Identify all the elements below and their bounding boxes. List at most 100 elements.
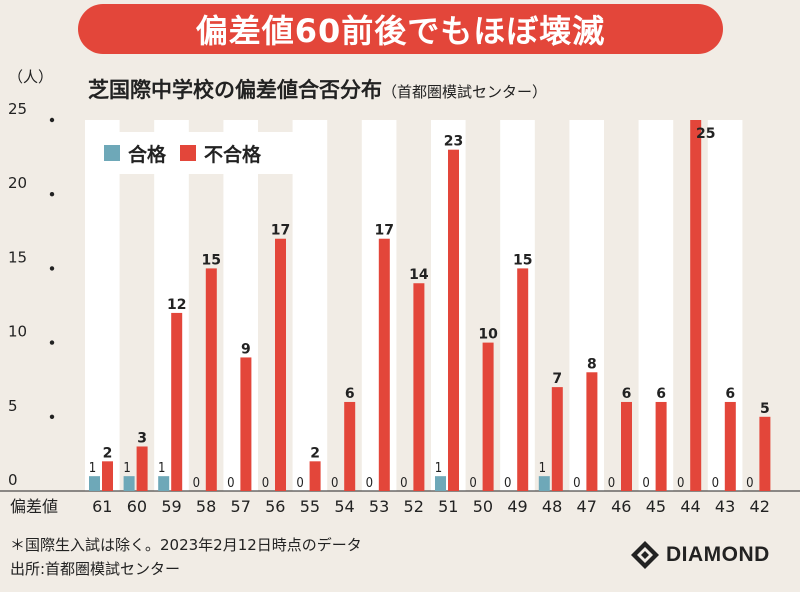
x-tick-label: 56	[265, 497, 285, 516]
data-label-fail: 17	[271, 223, 290, 239]
x-tick-label: 55	[300, 497, 320, 516]
bar-fail	[275, 238, 286, 491]
data-label-fail: 6	[345, 386, 355, 402]
diamond-logo-icon	[631, 541, 659, 569]
x-tick-label: 58	[196, 497, 216, 516]
data-label-fail: 6	[725, 386, 735, 402]
bar-fail	[102, 461, 113, 491]
data-label-fail: 7	[552, 371, 562, 387]
bar-fail	[517, 268, 529, 491]
data-label-pass: 0	[227, 476, 234, 491]
chart-title-main: 芝国際中学校の偏差値合否分布	[88, 78, 382, 102]
x-tick-label: 54	[334, 497, 354, 516]
column-stripe	[85, 120, 120, 491]
data-label-fail: 9	[241, 341, 251, 357]
x-tick-label: 47	[577, 497, 597, 516]
y-tick-label: 15	[8, 248, 27, 266]
data-label-pass: 0	[746, 476, 753, 491]
y-tick-label: 20	[8, 174, 27, 192]
x-tick-label: 59	[161, 497, 181, 516]
x-tick-label: 53	[369, 497, 389, 516]
footnote: ＊国際生入試は除く。2023年2月12日時点のデータ	[10, 536, 362, 554]
data-label-fail: 23	[444, 134, 463, 150]
bar-fail	[378, 238, 390, 491]
bar-fail	[586, 372, 598, 491]
legend-label-pass: 合格	[128, 143, 167, 166]
y-tick-label: 0	[8, 471, 18, 489]
data-label-pass: 0	[193, 476, 200, 491]
x-tick-label: 49	[507, 497, 527, 516]
x-tick-label: 50	[473, 497, 493, 516]
data-label-pass: 0	[331, 476, 338, 491]
bar-fail	[413, 283, 425, 491]
x-tick-label: 46	[611, 497, 631, 516]
data-label-pass: 1	[123, 461, 130, 476]
x-tick-label: 42	[750, 497, 770, 516]
y-tick-label: 5	[8, 397, 18, 415]
y-tick-label: 25	[8, 100, 27, 118]
data-label-fail: 15	[513, 252, 532, 268]
data-label-pass: 0	[642, 476, 649, 491]
data-label-fail: 15	[202, 252, 221, 268]
bar-fail	[482, 342, 494, 491]
bar-fail	[171, 312, 183, 491]
data-label-pass: 0	[712, 476, 719, 491]
data-label-fail: 12	[167, 297, 186, 313]
data-label-pass: 0	[608, 476, 615, 491]
chart-title-source: （首都圏模試センター）	[382, 83, 548, 101]
bar-pass	[538, 476, 550, 491]
data-label-fail: 5	[760, 401, 770, 417]
y-tick-dot	[49, 340, 55, 345]
data-label-fail: 6	[656, 386, 666, 402]
data-label-pass: 0	[400, 476, 407, 491]
data-label-pass: 1	[158, 461, 165, 476]
data-label-fail: 2	[103, 445, 113, 461]
headline-text: 偏差値60前後でもほぼ壊滅	[195, 12, 606, 50]
x-tick-label: 44	[680, 497, 700, 516]
data-label-pass: 1	[89, 461, 96, 476]
bar-fail	[240, 357, 252, 491]
bar-fail	[344, 401, 356, 491]
y-tick-dot	[49, 192, 55, 197]
legend-swatch-pass	[104, 145, 120, 161]
data-label-fail: 8	[587, 356, 597, 372]
x-tick-label: 51	[438, 497, 458, 516]
data-label-fail: 2	[310, 445, 320, 461]
y-tick-dot	[49, 414, 55, 419]
legend-swatch-fail	[180, 145, 197, 161]
x-tick-label: 45	[646, 497, 666, 516]
x-tick-label: 43	[715, 497, 735, 516]
headline-banner: 偏差値60前後でもほぼ壊滅	[78, 4, 723, 54]
data-label-fail: 25	[696, 126, 715, 142]
column-stripe	[292, 120, 328, 491]
bar-fail	[448, 149, 459, 491]
bar-fail	[205, 268, 217, 491]
bar-fail	[724, 401, 736, 491]
legend-label-fail: 不合格	[204, 143, 262, 166]
data-label-pass: 0	[469, 476, 476, 491]
bar-fail	[759, 416, 771, 491]
bar-fail	[655, 401, 667, 491]
y-axis-unit: （人）	[8, 68, 54, 86]
legend: 合格 不合格	[92, 132, 298, 174]
x-tick-label: 48	[542, 497, 562, 516]
bar-fail	[136, 446, 148, 491]
bar-fail	[551, 387, 563, 491]
diamond-logo-text: DIAMOND	[666, 543, 770, 566]
x-tick-label: 61	[92, 497, 112, 516]
source-note: 出所:首都圏模試センター	[10, 560, 181, 578]
data-label-pass: 0	[366, 476, 373, 491]
data-label-pass: 1	[539, 461, 546, 476]
data-label-fail: 10	[478, 327, 498, 343]
bar-fail	[309, 461, 321, 491]
y-tick-dot	[49, 117, 55, 123]
data-label-pass: 0	[504, 476, 511, 491]
data-label-fail: 17	[375, 223, 394, 239]
data-label-fail: 14	[409, 267, 429, 283]
data-label-pass: 0	[573, 476, 580, 491]
bar-fail	[621, 401, 632, 491]
x-axis-label: 偏差値	[10, 497, 58, 516]
x-tick-label: 52	[404, 497, 424, 516]
bar-pass	[435, 476, 446, 491]
